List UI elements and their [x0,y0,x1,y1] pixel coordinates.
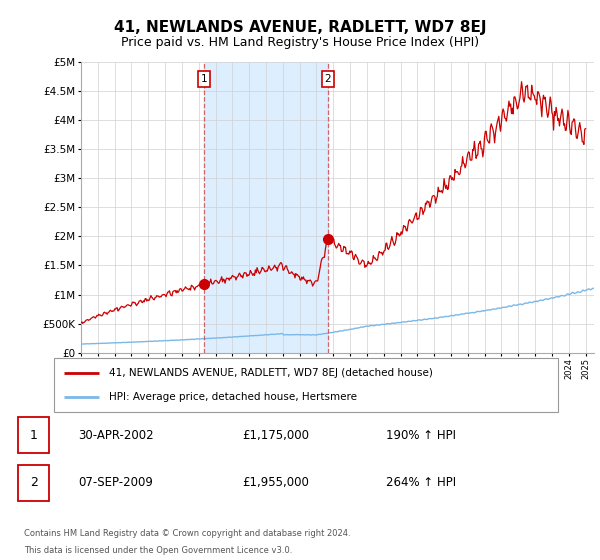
FancyBboxPatch shape [18,465,49,501]
FancyBboxPatch shape [54,358,558,412]
Text: £1,175,000: £1,175,000 [242,429,310,442]
Text: 190% ↑ HPI: 190% ↑ HPI [386,429,457,442]
Text: 41, NEWLANDS AVENUE, RADLETT, WD7 8EJ: 41, NEWLANDS AVENUE, RADLETT, WD7 8EJ [114,20,486,35]
Text: 2: 2 [29,477,38,489]
Text: This data is licensed under the Open Government Licence v3.0.: This data is licensed under the Open Gov… [24,546,292,555]
Text: 07-SEP-2009: 07-SEP-2009 [78,477,153,489]
Text: 264% ↑ HPI: 264% ↑ HPI [386,477,457,489]
FancyBboxPatch shape [18,417,49,454]
Text: Price paid vs. HM Land Registry's House Price Index (HPI): Price paid vs. HM Land Registry's House … [121,36,479,49]
Text: HPI: Average price, detached house, Hertsmere: HPI: Average price, detached house, Hert… [109,392,358,402]
Text: 30-APR-2002: 30-APR-2002 [78,429,154,442]
Text: 1: 1 [201,74,208,84]
Text: 2: 2 [325,74,331,84]
Text: £1,955,000: £1,955,000 [242,477,309,489]
Text: 1: 1 [29,429,38,442]
Bar [204,62,328,353]
Text: Contains HM Land Registry data © Crown copyright and database right 2024.: Contains HM Land Registry data © Crown c… [24,529,350,538]
Text: 41, NEWLANDS AVENUE, RADLETT, WD7 8EJ (detached house): 41, NEWLANDS AVENUE, RADLETT, WD7 8EJ (d… [109,368,433,378]
